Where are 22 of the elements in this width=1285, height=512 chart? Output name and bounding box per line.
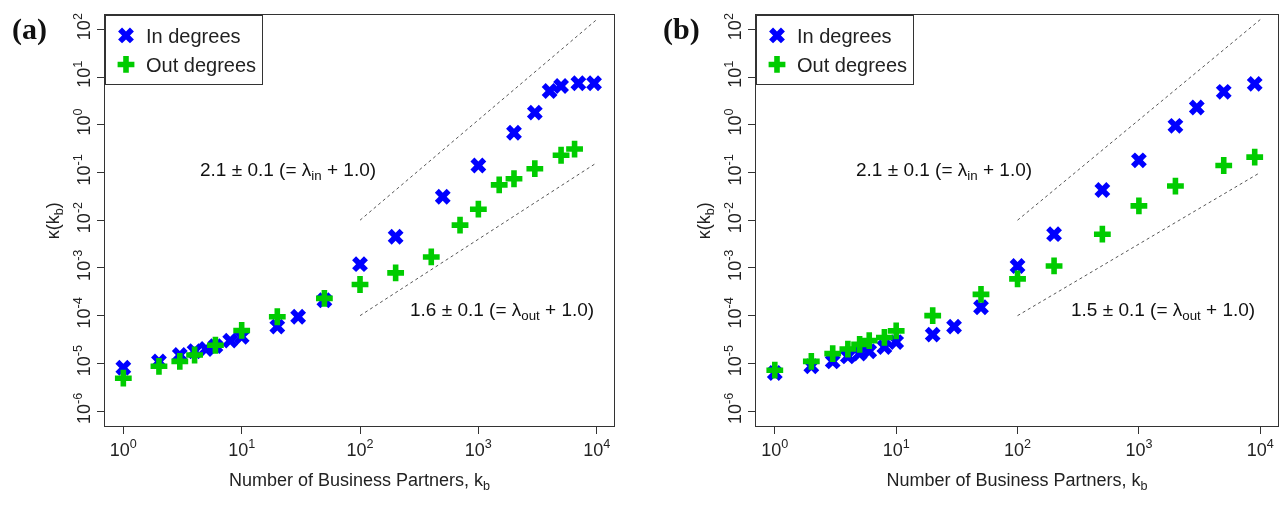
x-tick-label: 10$^{3}$ xyxy=(1125,437,1153,460)
annotation: 2.1 ± 0.1 (= λ$_{in}$ + 1.0) xyxy=(856,159,1033,183)
x-tick-label: 10$^{4}$ xyxy=(583,437,611,460)
chart-title: (a) xyxy=(12,12,47,46)
legend-label: Out degrees xyxy=(146,54,257,77)
x-tick-label: 10$^{4}$ xyxy=(1246,437,1274,460)
chart-title: (b) xyxy=(663,12,700,46)
x-tick-label: 10$^{1}$ xyxy=(882,437,910,460)
annotation: 2.1 ± 0.1 (= λ$_{in}$ + 1.0) xyxy=(200,159,377,183)
x-tick-label: 10$^{2}$ xyxy=(1004,437,1032,460)
x-tick-label: 10$^{1}$ xyxy=(228,437,256,460)
x-axis-title: Number of Business Partners, k$_{b}$ xyxy=(228,470,491,493)
legend-label: In degrees xyxy=(146,25,241,48)
x-axis-title: Number of Business Partners, k$_{b}$ xyxy=(886,470,1148,493)
legend-label: In degrees xyxy=(797,25,892,48)
x-tick-label: 10$^{0}$ xyxy=(761,437,789,460)
x-tick-label: 10$^{3}$ xyxy=(464,437,492,460)
annotation: 1.6 ± 0.1 (= λ$_{out}$ + 1.0) xyxy=(410,299,595,323)
annotation: 1.5 ± 0.1 (= λ$_{out}$ + 1.0) xyxy=(1071,299,1256,323)
x-tick-label: 10$^{2}$ xyxy=(346,437,374,460)
x-tick-label: 10$^{0}$ xyxy=(109,437,137,460)
legend-label: Out degrees xyxy=(797,54,908,77)
